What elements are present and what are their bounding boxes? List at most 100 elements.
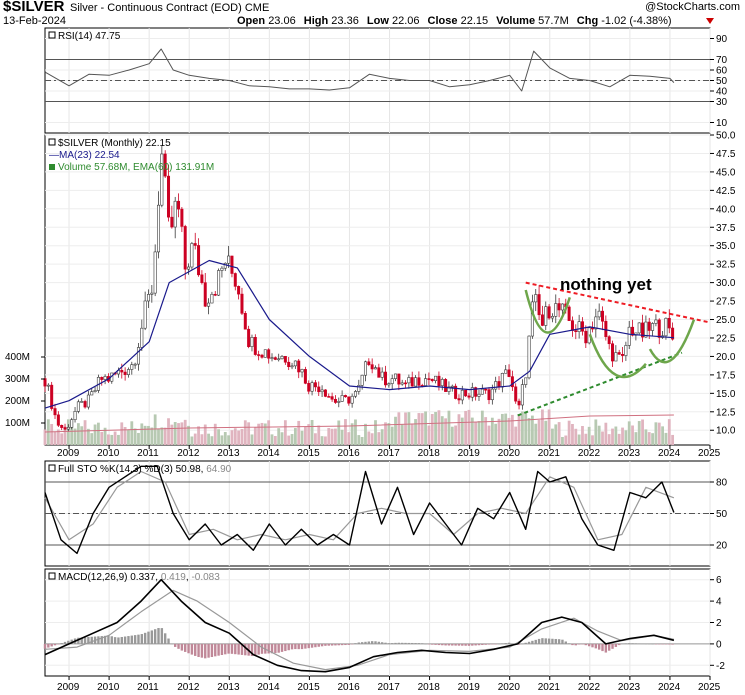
volume-bar xyxy=(370,433,374,445)
macd-histogram-bar xyxy=(380,642,384,644)
volume-bar xyxy=(217,429,220,445)
price-candle-body xyxy=(597,310,601,318)
macd-histogram-bar xyxy=(90,636,93,644)
volume-bar xyxy=(530,415,534,445)
price-candle-body xyxy=(317,386,321,393)
y-tick-label: 30 xyxy=(716,97,728,108)
x-tick-label: 2009 xyxy=(57,448,80,459)
macd-histogram-bar xyxy=(163,633,167,644)
price-candle-body xyxy=(133,363,137,366)
volume-bar xyxy=(270,434,274,445)
macd-histogram-bar xyxy=(564,641,567,644)
macd-histogram-bar xyxy=(364,641,367,644)
x-tick-label: 2017 xyxy=(378,448,401,459)
volume-bar xyxy=(510,414,514,445)
y-tick-label: 45.0 xyxy=(716,167,736,178)
macd-histogram-bar xyxy=(220,643,224,656)
volume-bar xyxy=(507,417,511,445)
svg-text:$SILVER (Monthly) 22.15: $SILVER (Monthly) 22.15 xyxy=(58,138,171,149)
macd-histogram-bar xyxy=(200,643,204,658)
macd-histogram-bar xyxy=(190,643,194,655)
y-tick-label: 42.5 xyxy=(716,186,736,197)
volume-bar xyxy=(360,436,364,445)
macd-histogram-bar xyxy=(574,643,577,646)
macd-histogram-bar xyxy=(504,643,507,644)
price-candle-body xyxy=(177,200,181,210)
macd-histogram-bar xyxy=(397,642,401,644)
price-candle-body xyxy=(474,387,478,397)
price-candle-body xyxy=(263,349,267,358)
macd-histogram-bar xyxy=(534,639,537,644)
x-tick-label: 2025 xyxy=(698,682,721,693)
volume-bar xyxy=(123,427,127,445)
macd-histogram-bar xyxy=(217,643,220,656)
macd-histogram-bar xyxy=(658,643,661,645)
macd-histogram-bar xyxy=(117,637,120,644)
macd-histogram-bar xyxy=(497,643,501,645)
volume-bar xyxy=(303,426,307,445)
macd-histogram-bar xyxy=(668,643,671,645)
price-candle-body xyxy=(517,400,521,406)
volume-tick-label: 400M xyxy=(5,352,30,363)
macd-histogram-bar xyxy=(648,643,651,645)
volume-bar xyxy=(293,428,297,445)
price-candle-body xyxy=(444,379,448,392)
price-candle-body xyxy=(384,371,388,386)
price-candle-body xyxy=(544,306,548,326)
volume-bar xyxy=(494,423,498,445)
macd-histogram-bar xyxy=(147,631,150,644)
price-candle-body xyxy=(53,408,57,416)
volume-bar xyxy=(644,429,648,445)
price-candle-body xyxy=(56,414,60,426)
symbol-description: Silver - Continuous Contract (EOD) CME xyxy=(70,2,269,14)
y-tick-label: 47.5 xyxy=(716,149,736,160)
macd-histogram-bar xyxy=(431,643,434,645)
svg-text:RSI(14) 47.75: RSI(14) 47.75 xyxy=(58,31,121,42)
x-tick-label: 2023 xyxy=(618,448,641,459)
price-candle-body xyxy=(601,310,605,322)
macd-histogram-bar xyxy=(437,643,441,646)
macd-histogram-bar xyxy=(617,643,621,646)
volume-bar xyxy=(377,432,381,445)
y-tick-label: 37.5 xyxy=(716,223,736,234)
price-candle-body xyxy=(570,320,574,331)
volume-bar xyxy=(601,431,604,445)
macd-histogram-bar xyxy=(230,643,234,654)
volume-bar xyxy=(76,423,80,445)
macd-histogram-bar xyxy=(280,643,284,652)
volume-bar xyxy=(454,425,458,445)
price-candle-body xyxy=(66,426,70,430)
macd-histogram-bar xyxy=(347,643,350,645)
macd-histogram-bar xyxy=(594,643,598,649)
volume-bar xyxy=(564,435,568,445)
volume-bar xyxy=(627,421,631,445)
volume-bar xyxy=(634,432,638,445)
price-candle-body xyxy=(70,419,74,428)
volume-bar xyxy=(624,430,628,445)
macd-line xyxy=(44,578,675,673)
volume-bar xyxy=(177,423,180,445)
macd-histogram-bar xyxy=(484,643,487,645)
volume-bar xyxy=(637,421,641,445)
volume-bar xyxy=(387,423,391,445)
macd-histogram-bar xyxy=(581,643,584,645)
price-candle-body xyxy=(434,375,438,381)
volume-bar xyxy=(190,436,194,445)
volume-bar xyxy=(354,419,357,445)
y-tick-label: 15.0 xyxy=(716,389,736,400)
price-candle-body xyxy=(614,352,618,362)
macd-histogram-bar xyxy=(374,641,377,644)
price-candle-body xyxy=(140,327,144,348)
macd-histogram-bar xyxy=(611,643,614,649)
volume-bar xyxy=(487,425,491,445)
volume-bar xyxy=(250,434,254,445)
price-candle-body xyxy=(604,320,608,337)
macd-histogram-bar xyxy=(197,643,200,658)
x-tick-label: 2022 xyxy=(578,448,601,459)
volume-bar xyxy=(497,418,501,445)
price-candle-body xyxy=(514,386,518,402)
price-candle-body xyxy=(467,395,471,398)
macd-histogram-bar xyxy=(80,637,83,644)
y-tick-label: 2 xyxy=(716,618,722,629)
macd-histogram-bar xyxy=(77,637,80,644)
